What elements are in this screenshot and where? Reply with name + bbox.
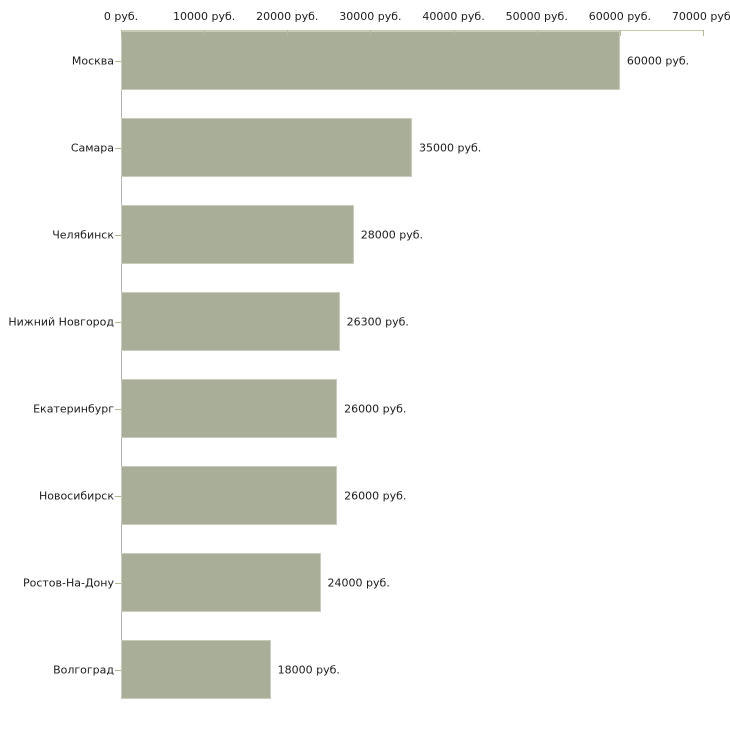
x-axis-tick-mark [453, 30, 455, 36]
y-axis-tick-mark [115, 496, 121, 497]
bar [121, 466, 338, 525]
x-axis-tick-label: 50000 руб. [505, 10, 568, 23]
bar [121, 118, 412, 177]
category-label: Самара [70, 141, 114, 154]
y-axis-tick-mark [115, 670, 121, 671]
y-axis-tick-mark [115, 583, 121, 584]
x-axis-tick-label: 0 руб. [103, 10, 139, 23]
category-label: Нижний Новгород [8, 315, 114, 328]
value-label: 35000 руб. [419, 141, 482, 154]
x-axis-tick-label: 70000 руб. [671, 10, 730, 23]
value-label: 26000 руб. [344, 402, 407, 415]
category-label: Москва [71, 54, 114, 67]
category-label: Екатеринбург [33, 402, 114, 415]
y-axis-tick-mark [115, 61, 121, 62]
x-axis-tick-mark [370, 30, 372, 36]
category-label: Ростов-На-Дону [22, 576, 114, 589]
value-label: 24000 руб. [327, 576, 390, 589]
bar [121, 640, 271, 699]
value-label: 60000 руб. [626, 54, 690, 67]
bar [121, 31, 620, 90]
category-label: Волгоград [53, 663, 114, 676]
bar [121, 553, 321, 612]
x-axis-tick-label: 20000 руб. [256, 10, 319, 23]
y-axis-tick-mark [115, 409, 121, 410]
value-label: 26000 руб. [344, 489, 407, 502]
bar [121, 292, 340, 351]
x-axis-tick-label: 30000 руб. [339, 10, 402, 23]
value-label: 26300 руб. [346, 315, 409, 328]
bar [121, 205, 354, 264]
value-label: 28000 руб. [360, 228, 424, 241]
x-axis-tick-mark [703, 30, 704, 36]
y-axis-tick-mark [115, 322, 121, 323]
x-axis-tick-mark [619, 30, 621, 36]
x-axis-tick-mark [287, 30, 289, 36]
x-axis-tick-label: 10000 руб. [173, 10, 236, 23]
x-axis-line [121, 30, 703, 31]
y-axis-tick-mark [115, 148, 121, 149]
x-axis-tick-mark [536, 30, 538, 36]
y-axis-line [121, 30, 122, 699]
bar [121, 379, 338, 438]
category-label: Новосибирск [38, 489, 114, 502]
category-label: Челябинск [52, 228, 114, 241]
x-axis-tick-mark [121, 30, 122, 36]
x-axis-tick-label: 60000 руб. [588, 10, 651, 23]
y-axis-tick-mark [115, 235, 121, 236]
x-axis-tick-label: 40000 руб. [422, 10, 485, 23]
x-axis-tick-mark [204, 30, 206, 36]
value-label: 18000 руб. [277, 663, 340, 676]
